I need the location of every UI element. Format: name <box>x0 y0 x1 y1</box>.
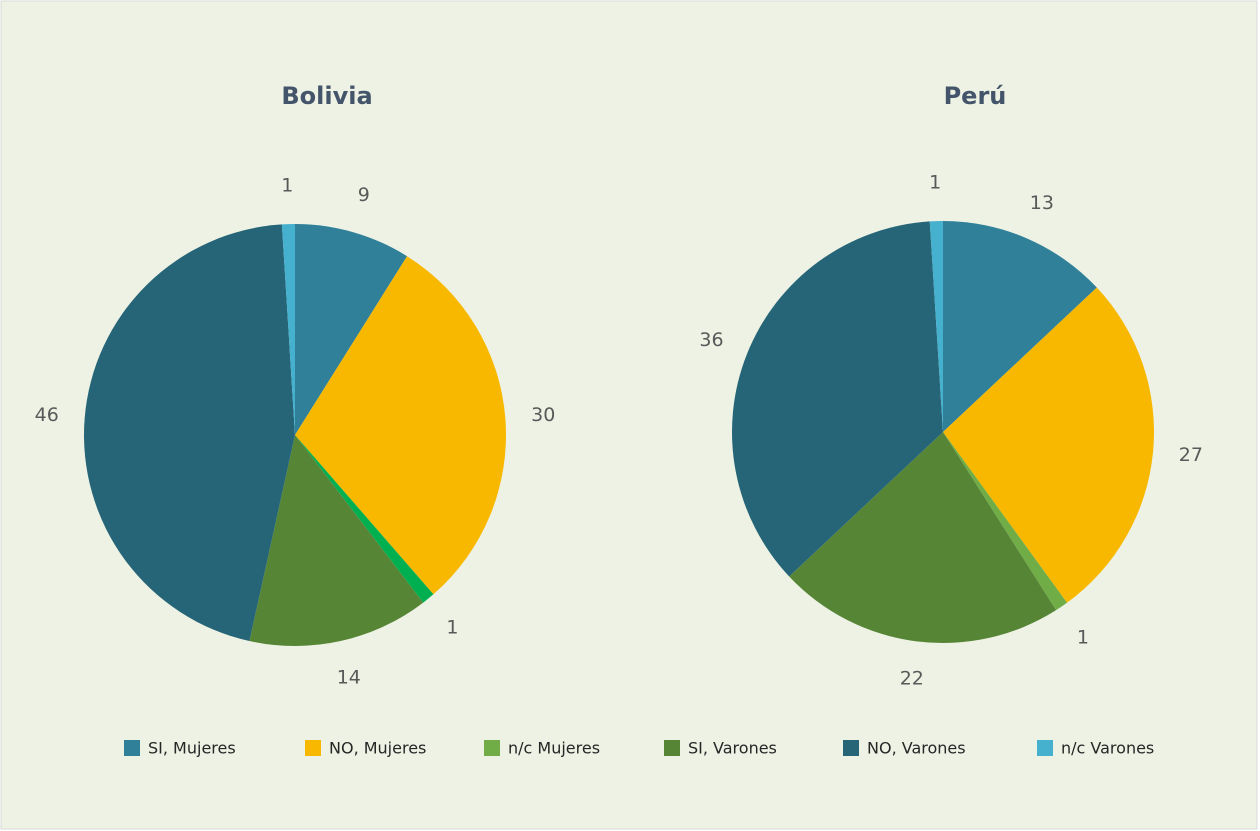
legend-label: n/c Varones <box>1061 739 1154 758</box>
data-label: 30 <box>531 404 555 426</box>
legend-swatch <box>305 740 321 756</box>
data-label: 27 <box>1179 444 1203 466</box>
legend-swatch <box>124 740 140 756</box>
data-label: 36 <box>699 329 723 351</box>
chart-title: Bolivia <box>281 82 372 110</box>
legend-swatch <box>664 740 680 756</box>
legend-label: NO, Mujeres <box>329 739 426 758</box>
data-label: 22 <box>900 668 924 690</box>
pie-slice <box>789 432 1057 643</box>
legend-swatch <box>843 740 859 756</box>
data-label: 14 <box>337 667 361 689</box>
pie-slice <box>249 435 424 646</box>
data-label: 13 <box>1030 192 1054 214</box>
legend-swatch <box>484 740 500 756</box>
pie-slice <box>943 287 1154 603</box>
data-label: 1 <box>446 616 458 638</box>
pie-slice <box>943 221 1097 432</box>
data-label: 1 <box>281 175 293 197</box>
legend-label: n/c Mujeres <box>508 739 600 758</box>
data-label: 46 <box>35 404 59 426</box>
pie-slice <box>83 224 295 642</box>
data-label: 1 <box>1077 626 1089 648</box>
legend-label: SI, Varones <box>688 739 777 758</box>
legend-swatch <box>1037 740 1053 756</box>
legend-label: NO, Varones <box>867 739 966 758</box>
data-label: 1 <box>929 172 941 194</box>
pie-slice <box>731 221 943 577</box>
data-label: 9 <box>358 184 370 206</box>
pie-slice <box>281 224 295 435</box>
legend-label: SI, Mujeres <box>148 739 236 758</box>
pie-slice <box>295 435 434 603</box>
pie-slice <box>295 256 507 595</box>
chart-title: Perú <box>944 82 1007 110</box>
pie-slice <box>295 224 408 435</box>
pie-slice <box>943 432 1068 611</box>
pie-slice <box>929 221 943 432</box>
